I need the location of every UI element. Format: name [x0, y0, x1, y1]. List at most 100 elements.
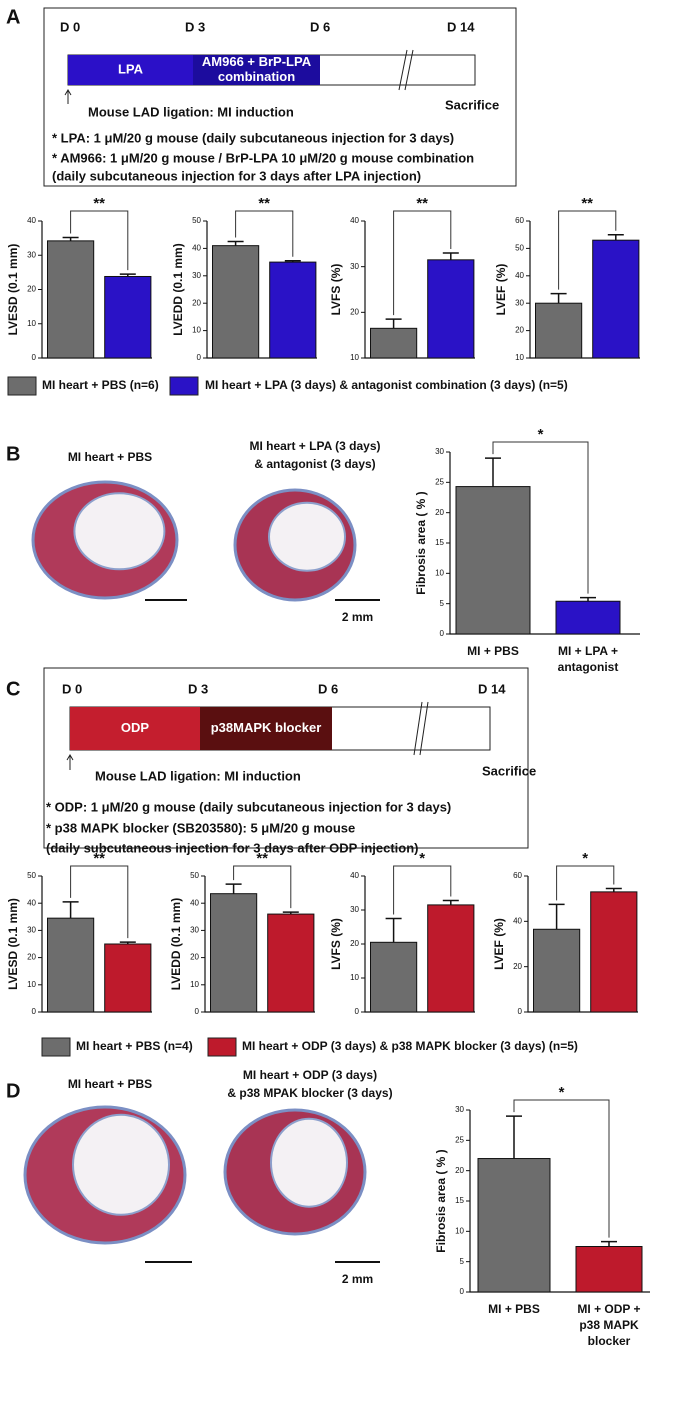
y-tick-label: 10 [435, 568, 444, 577]
day-label: D 0 [60, 19, 80, 34]
bar [555, 600, 621, 635]
legend-label: MI heart + PBS (n=6) [42, 378, 159, 392]
y-tick-label: 20 [455, 1166, 464, 1175]
y-tick-label: 30 [27, 250, 36, 259]
error-bar [385, 917, 402, 943]
legend-swatch [169, 376, 199, 396]
y-tick-label: 10 [515, 353, 524, 362]
scale-label: 2 mm [342, 610, 373, 624]
y-tick-label: 5 [440, 599, 445, 608]
y-tick-label: 10 [350, 973, 359, 982]
protocol-box [43, 7, 517, 187]
start-label: Mouse LAD ligation: MI induction [95, 768, 301, 783]
y-tick-label: 10 [350, 353, 359, 362]
bar [210, 893, 258, 1013]
y-axis-label: LVEF (%) [492, 918, 506, 970]
x-tick-label: antagonist [558, 660, 619, 674]
y-tick-label: 0 [355, 1007, 360, 1016]
significance-bracket [513, 1099, 610, 1238]
significance-label: ** [93, 195, 105, 212]
y-tick-label: 30 [350, 262, 359, 271]
caption: MI heart + ODP (3 days) [243, 1068, 377, 1082]
y-tick-label: 40 [190, 898, 199, 907]
y-axis-label: LVEF (%) [494, 264, 508, 316]
significance-label: * [582, 850, 588, 867]
timeline-segment [68, 55, 193, 85]
bar [592, 239, 640, 359]
y-tick-label: 0 [195, 1007, 200, 1016]
y-tick-label: 30 [350, 905, 359, 914]
x-tick-label: p38 MAPK [579, 1318, 639, 1332]
significance-bracket [233, 865, 292, 909]
y-tick-label: 20 [350, 939, 359, 948]
bar [269, 261, 317, 359]
segment-label: combination [218, 69, 295, 84]
caption: MI heart + PBS [68, 1077, 152, 1091]
y-tick-label: 0 [197, 353, 202, 362]
break-mark [404, 49, 414, 91]
timeline-segment [200, 707, 332, 750]
note: * LPA: 1 μM/20 g mouse (daily subcutaneo… [52, 130, 454, 145]
y-tick-label: 40 [27, 898, 36, 907]
y-axis-label: LVFS (%) [329, 918, 343, 970]
bar [535, 302, 583, 359]
caption: MI heart + PBS [68, 450, 152, 464]
x-tick-label: MI + ODP + [577, 1302, 640, 1316]
error-bar [442, 899, 459, 905]
x-tick-label: MI + PBS [467, 644, 519, 658]
error-bar [62, 236, 79, 241]
panel-letter: C [6, 678, 20, 700]
y-tick-label: 15 [435, 538, 444, 547]
y-tick-label: 0 [440, 629, 445, 638]
bar [212, 245, 260, 359]
bar [47, 240, 95, 359]
y-tick-label: 10 [27, 980, 36, 989]
scale-label: 2 mm [342, 1272, 373, 1286]
y-tick-label: 0 [460, 1287, 465, 1296]
y-axis-label: LVEDD (0.1 mm) [169, 898, 183, 990]
y-tick-label: 20 [515, 326, 524, 335]
significance-label: ** [93, 850, 105, 867]
bar [477, 1158, 551, 1293]
end-label: Sacrifice [445, 97, 499, 112]
y-tick-label: 15 [455, 1196, 464, 1205]
y-tick-label: 30 [27, 926, 36, 935]
legend-label: MI heart + LPA (3 days) & antagonist com… [205, 378, 568, 392]
y-tick-label: 50 [27, 871, 36, 880]
bar [370, 327, 418, 359]
y-tick-label: 0 [32, 353, 37, 362]
end-label: Sacrifice [482, 763, 536, 778]
y-tick-label: 20 [190, 953, 199, 962]
bar [575, 1246, 643, 1293]
error-bar [225, 883, 242, 894]
panel-letter: A [6, 6, 20, 28]
caption: & antagonist (3 days) [254, 457, 375, 471]
timeline-segment [70, 707, 200, 750]
significance-bracket [393, 210, 452, 316]
significance-bracket [556, 865, 615, 901]
segment-label: p38MAPK blocker [211, 720, 322, 735]
error-bar [119, 273, 136, 277]
error-bar [385, 318, 402, 329]
significance-bracket [70, 865, 129, 939]
heart-lumen [268, 501, 346, 572]
arrow-head [64, 89, 72, 96]
y-tick-label: 0 [32, 1007, 37, 1016]
heart-lumen [73, 492, 166, 571]
error-bar [282, 911, 299, 915]
y-tick-label: 40 [350, 216, 359, 225]
x-tick-label: MI + PBS [488, 1302, 540, 1316]
y-tick-label: 60 [513, 871, 522, 880]
x-tick-label: blocker [588, 1334, 631, 1348]
y-tick-label: 20 [27, 285, 36, 294]
protocol-box [43, 667, 529, 849]
legend-swatch [7, 376, 37, 396]
arrow-head [66, 754, 74, 761]
y-tick-label: 50 [515, 244, 524, 253]
day-label: D 3 [188, 681, 208, 696]
y-tick-label: 60 [515, 216, 524, 225]
bar [455, 486, 531, 635]
significance-bracket [235, 210, 294, 257]
error-bar [605, 887, 622, 892]
